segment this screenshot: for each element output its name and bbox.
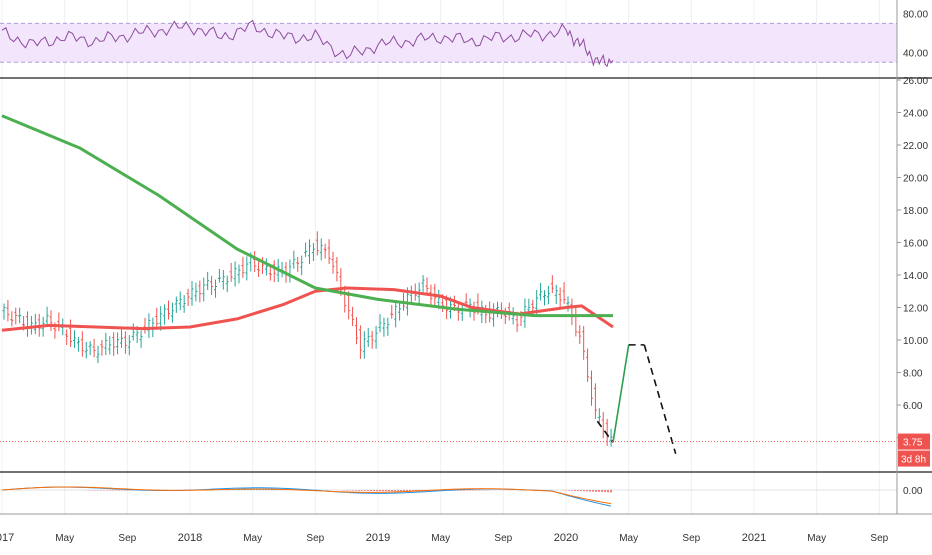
price-tick-label: 8.00 [903,369,923,380]
macd-histogram-bar [391,490,393,491]
macd-histogram-bar [577,490,579,491]
time-tick-label: Sep [870,533,888,544]
macd-histogram-bar [583,490,585,491]
time-tick-label: 2018 [178,532,202,544]
macd-histogram-bar [574,490,576,491]
macd-histogram-bar [400,490,402,491]
macd-histogram-bar [592,490,594,492]
macd-histogram-bar [394,490,396,491]
time-tick-label: May [243,533,262,544]
time-tick-label: May [807,533,826,544]
macd-histogram-bar [361,490,363,491]
macd-histogram-bar [568,490,570,491]
macd-histogram-bar [115,490,117,491]
macd-histogram-bar [379,490,381,491]
time-tick-label: May [55,533,74,544]
price-tick-label: 26.00 [903,76,928,87]
macd-histogram-bar [586,490,588,491]
time-tick-label: May [431,533,450,544]
price-tick-label: 20.00 [903,174,928,185]
macd-histogram-bar [358,490,360,491]
projection-segment [644,345,675,454]
macd-histogram-bar [367,490,369,491]
last-price-label: 3.75 [903,438,923,449]
macd-histogram-bar [601,490,603,492]
macd-histogram-bar [376,490,378,491]
price-tick-label: 10.00 [903,336,928,347]
macd-histogram-bar [373,490,375,491]
macd-histogram-bar [589,490,591,492]
time-tick-label: May [619,533,638,544]
price-tick-label: 12.00 [903,304,928,315]
macd-histogram-bar [607,490,609,492]
macd-histogram-bar [118,490,120,491]
time-tick-label: 2019 [366,532,390,544]
macd-histogram-bar [355,490,357,491]
time-tick-label: 2017 [0,532,14,544]
moving-average-green [2,116,613,316]
macd-histogram-bar [370,490,372,491]
time-tick-label: Sep [682,533,700,544]
macd-histogram-bar [469,490,471,491]
macd-histogram-bar [349,490,351,491]
macd-panel [0,487,897,506]
macd-histogram-bar [385,490,387,491]
grid [2,0,879,514]
macd-histogram-bar [121,490,123,491]
macd-histogram-bar [352,490,354,491]
rsi-panel [0,20,897,66]
macd-histogram-bar [598,490,600,492]
macd-tick-label: 0.00 [903,486,923,497]
price-tick-label: 24.00 [903,109,928,120]
macd-histogram-bar [382,490,384,491]
projection-segment [613,345,629,443]
time-tick-label: Sep [118,533,136,544]
rsi-tick-label: 40.00 [903,49,928,60]
macd-histogram-bar [571,490,573,491]
macd-histogram-bar [397,490,399,491]
price-tick-label: 16.00 [903,239,928,250]
macd-histogram-bar [463,490,465,491]
macd-histogram-bar [466,490,468,491]
macd-histogram-bar [604,490,606,492]
macd-histogram-bar [124,490,126,491]
time-tick-label: Sep [306,533,324,544]
time-tick-label: Sep [494,533,512,544]
rsi-tick-label: 80.00 [903,10,928,21]
macd-histogram-bar [403,490,405,491]
price-tick-label: 18.00 [903,206,928,217]
countdown-label: 3d 8h [901,455,926,466]
price-tick-label: 14.00 [903,271,928,282]
macd-histogram-bar [610,490,612,492]
price-panel [0,116,897,454]
macd-histogram-bar [388,490,390,491]
time-tick-label: 2021 [742,532,766,544]
macd-histogram-bar [595,490,597,492]
macd-histogram-bar [580,490,582,491]
macd-histogram-bar [364,490,366,491]
price-tick-label: 22.00 [903,141,928,152]
time-tick-label: 2020 [554,532,578,544]
price-tick-label: 6.00 [903,401,923,412]
